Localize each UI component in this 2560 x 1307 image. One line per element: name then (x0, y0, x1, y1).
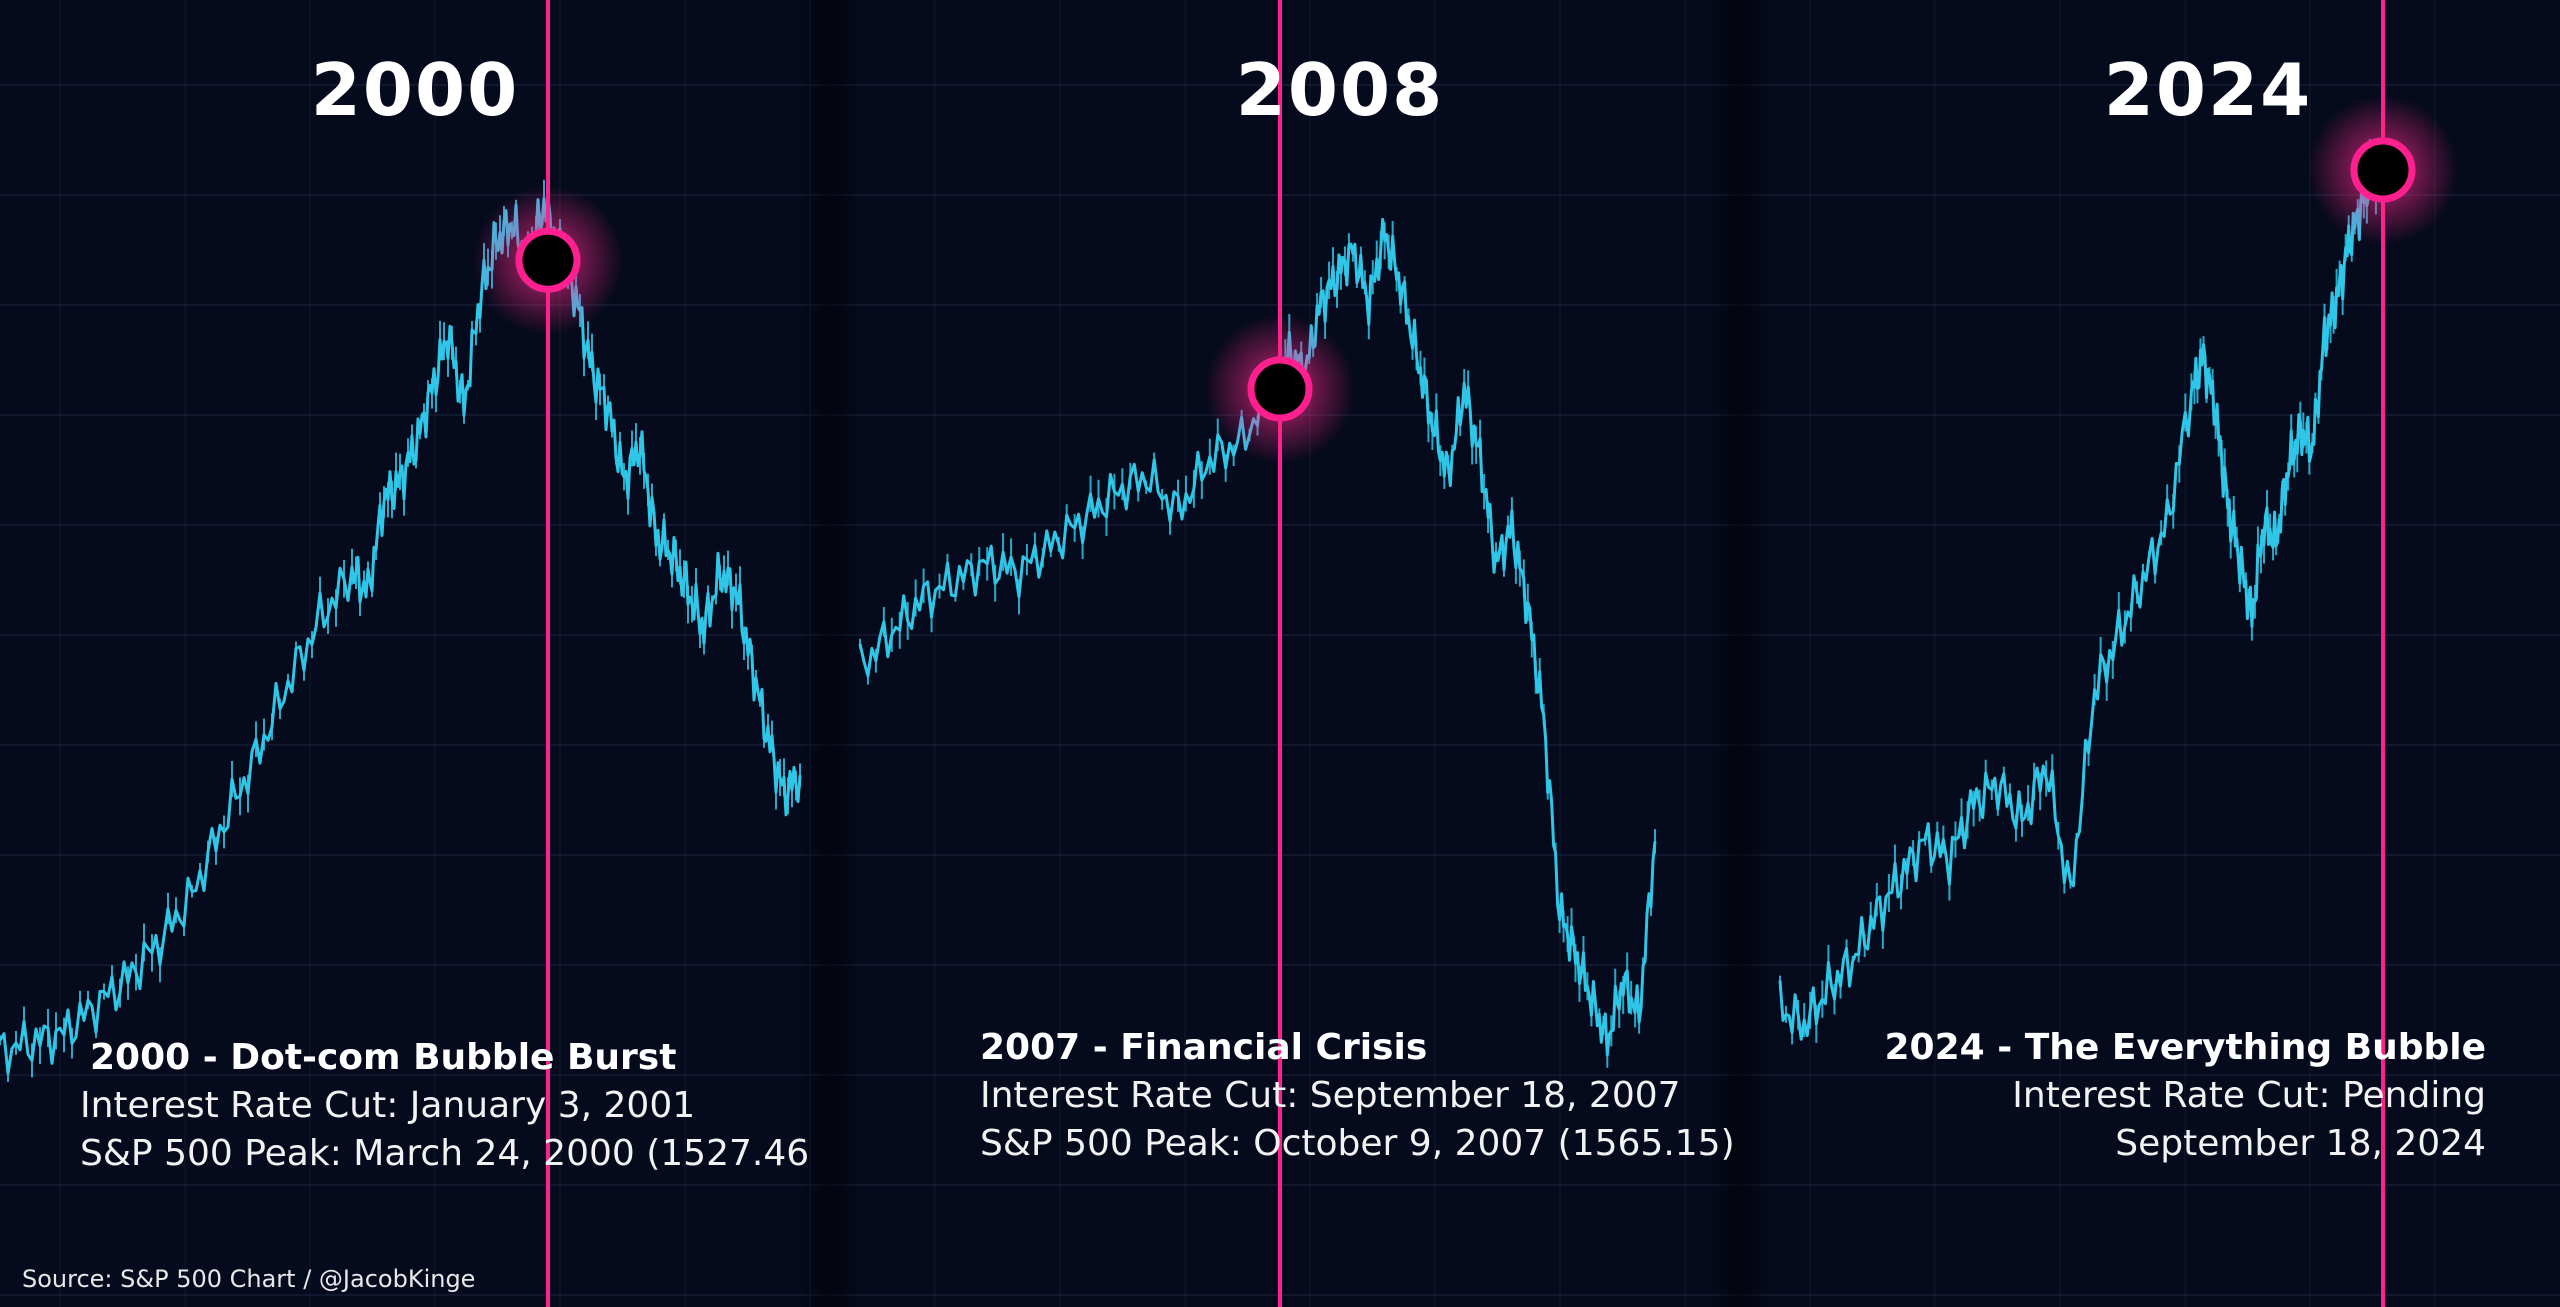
marker-circle-2008 (1247, 356, 1313, 422)
panel-separator (800, 0, 860, 1307)
panel-2000-caption: 2000 - Dot-com Bubble Burst Interest Rat… (80, 1034, 809, 1178)
source-credit: Source: S&P 500 Chart / @JacobKinge (22, 1265, 476, 1293)
panel-2008-caption: 2007 - Financial Crisis Interest Rate Cu… (980, 1024, 1735, 1168)
caption-title: 2007 - Financial Crisis (980, 1027, 1428, 1068)
caption-rate-cut: Interest Rate Cut: September 18, 2007 (980, 1075, 1681, 1116)
marker-circle-2000 (515, 227, 581, 293)
caption-date: September 18, 2024 (2115, 1123, 2486, 1164)
caption-rate-cut: Interest Rate Cut: Pending (2012, 1075, 2486, 1116)
marker-circle-2024 (2350, 137, 2416, 203)
panel-separator (1710, 0, 1770, 1307)
caption-peak: S&P 500 Peak: October 9, 2007 (1565.15) (980, 1123, 1735, 1164)
caption-peak: S&P 500 Peak: March 24, 2000 (1527.46 (80, 1133, 810, 1174)
caption-rate-cut: Interest Rate Cut: January 3, 2001 (80, 1085, 696, 1126)
panel-2000-title: 2000 (310, 48, 520, 132)
panel-2024-caption: 2024 - The Everything Bubble Interest Ra… (1884, 1024, 2486, 1168)
panel-2008-title: 2008 (1235, 48, 1445, 132)
caption-title: 2024 - The Everything Bubble (1884, 1027, 2486, 1068)
caption-title: 2000 - Dot-com Bubble Burst (90, 1037, 677, 1078)
panel-2024-title: 2024 (2103, 48, 2313, 132)
